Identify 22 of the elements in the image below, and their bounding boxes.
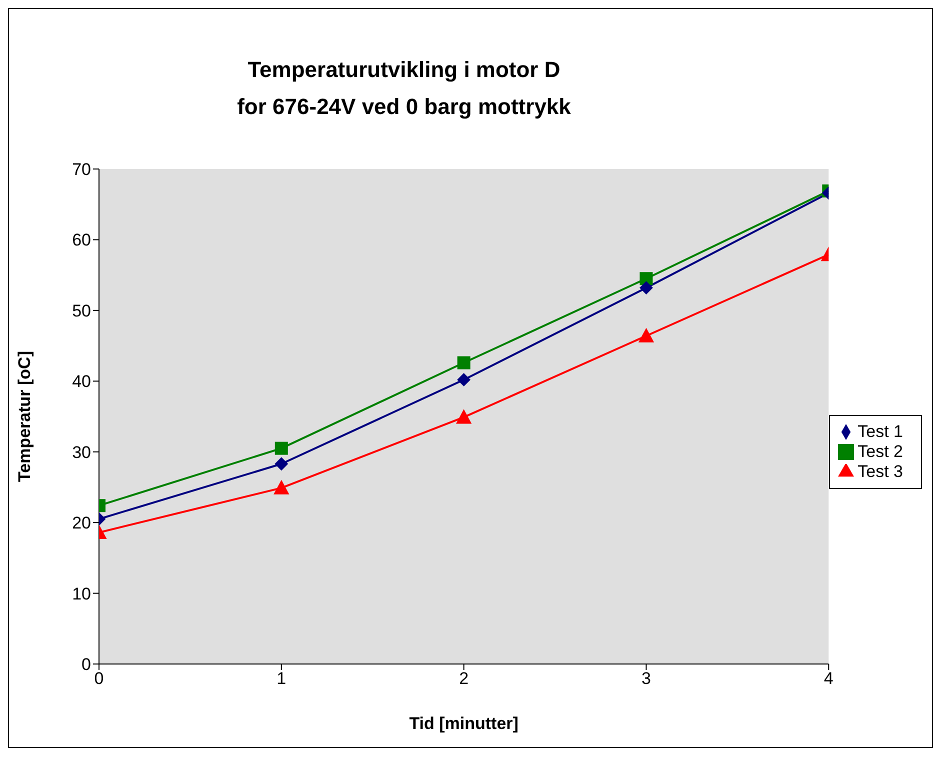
y-tick-label: 70 [72,160,91,180]
y-tick-label: 0 [82,655,91,674]
point [457,356,470,370]
y-tick-label: 30 [72,442,91,462]
y-tick-label: 10 [72,584,91,604]
legend-label: Test 1 [858,422,903,440]
y-tick-label: 60 [72,230,91,250]
x-axis-title: Tid [minutter] [409,714,518,733]
point [456,410,472,424]
y-tick-label: 20 [72,514,91,533]
x-tick-label: 4 [824,669,834,688]
y-axis-title: Temperatur [oC] [15,351,34,482]
x-tick-label: 0 [94,669,104,688]
y-tick-label: 40 [72,372,91,392]
x-tick-label: 3 [641,669,651,688]
x-tick-label: 1 [276,669,286,688]
legend-label: Test 2 [858,442,903,460]
y-tick-label: 50 [72,301,91,320]
x-tick-label: 2 [459,669,469,688]
legend-label: Test 3 [858,462,903,480]
point [457,373,470,386]
chart-title: Temperaturutvikling i motor D for 676-24V ved 0 barg mottrykk [236,56,572,121]
